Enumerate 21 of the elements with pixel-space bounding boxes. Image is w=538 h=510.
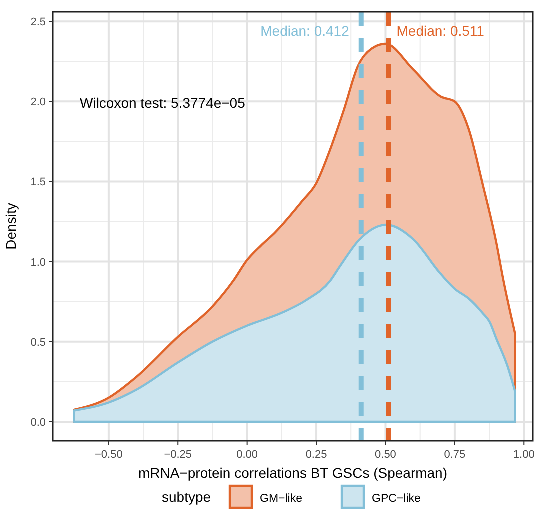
y-tick-label: 0.0 — [30, 416, 46, 429]
x-tick-label: −0.50 — [94, 449, 123, 461]
ref-line-label: Median: 0.412 — [260, 23, 350, 39]
x-tick-label: 0.00 — [236, 449, 258, 461]
legend-label: GPC−like — [372, 493, 421, 505]
x-axis-title: mRNA−protein correlations BT GSCs (Spearman) — [138, 465, 448, 481]
y-tick-label: 1.0 — [30, 256, 46, 269]
y-tick-label: 1.5 — [30, 176, 46, 189]
y-axis-title: Density — [3, 203, 19, 250]
ref-line-label: Median: 0.511 — [396, 23, 485, 39]
x-tick-label: 0.75 — [444, 449, 466, 461]
y-tick-label: 0.5 — [30, 336, 46, 349]
legend-title: subtype — [162, 489, 212, 505]
x-tick-label: 0.50 — [375, 449, 396, 461]
x-tick-label: −0.25 — [164, 449, 192, 461]
y-tick-label: 2.5 — [30, 16, 46, 29]
x-tick-label: 0.25 — [306, 449, 328, 461]
y-tick-label: 2.0 — [30, 96, 46, 109]
legend-label: GM−like — [260, 493, 302, 505]
x-tick-label: 1.00 — [513, 449, 535, 461]
annotation: Wilcoxon test: 5.3774e−05 — [80, 95, 246, 111]
